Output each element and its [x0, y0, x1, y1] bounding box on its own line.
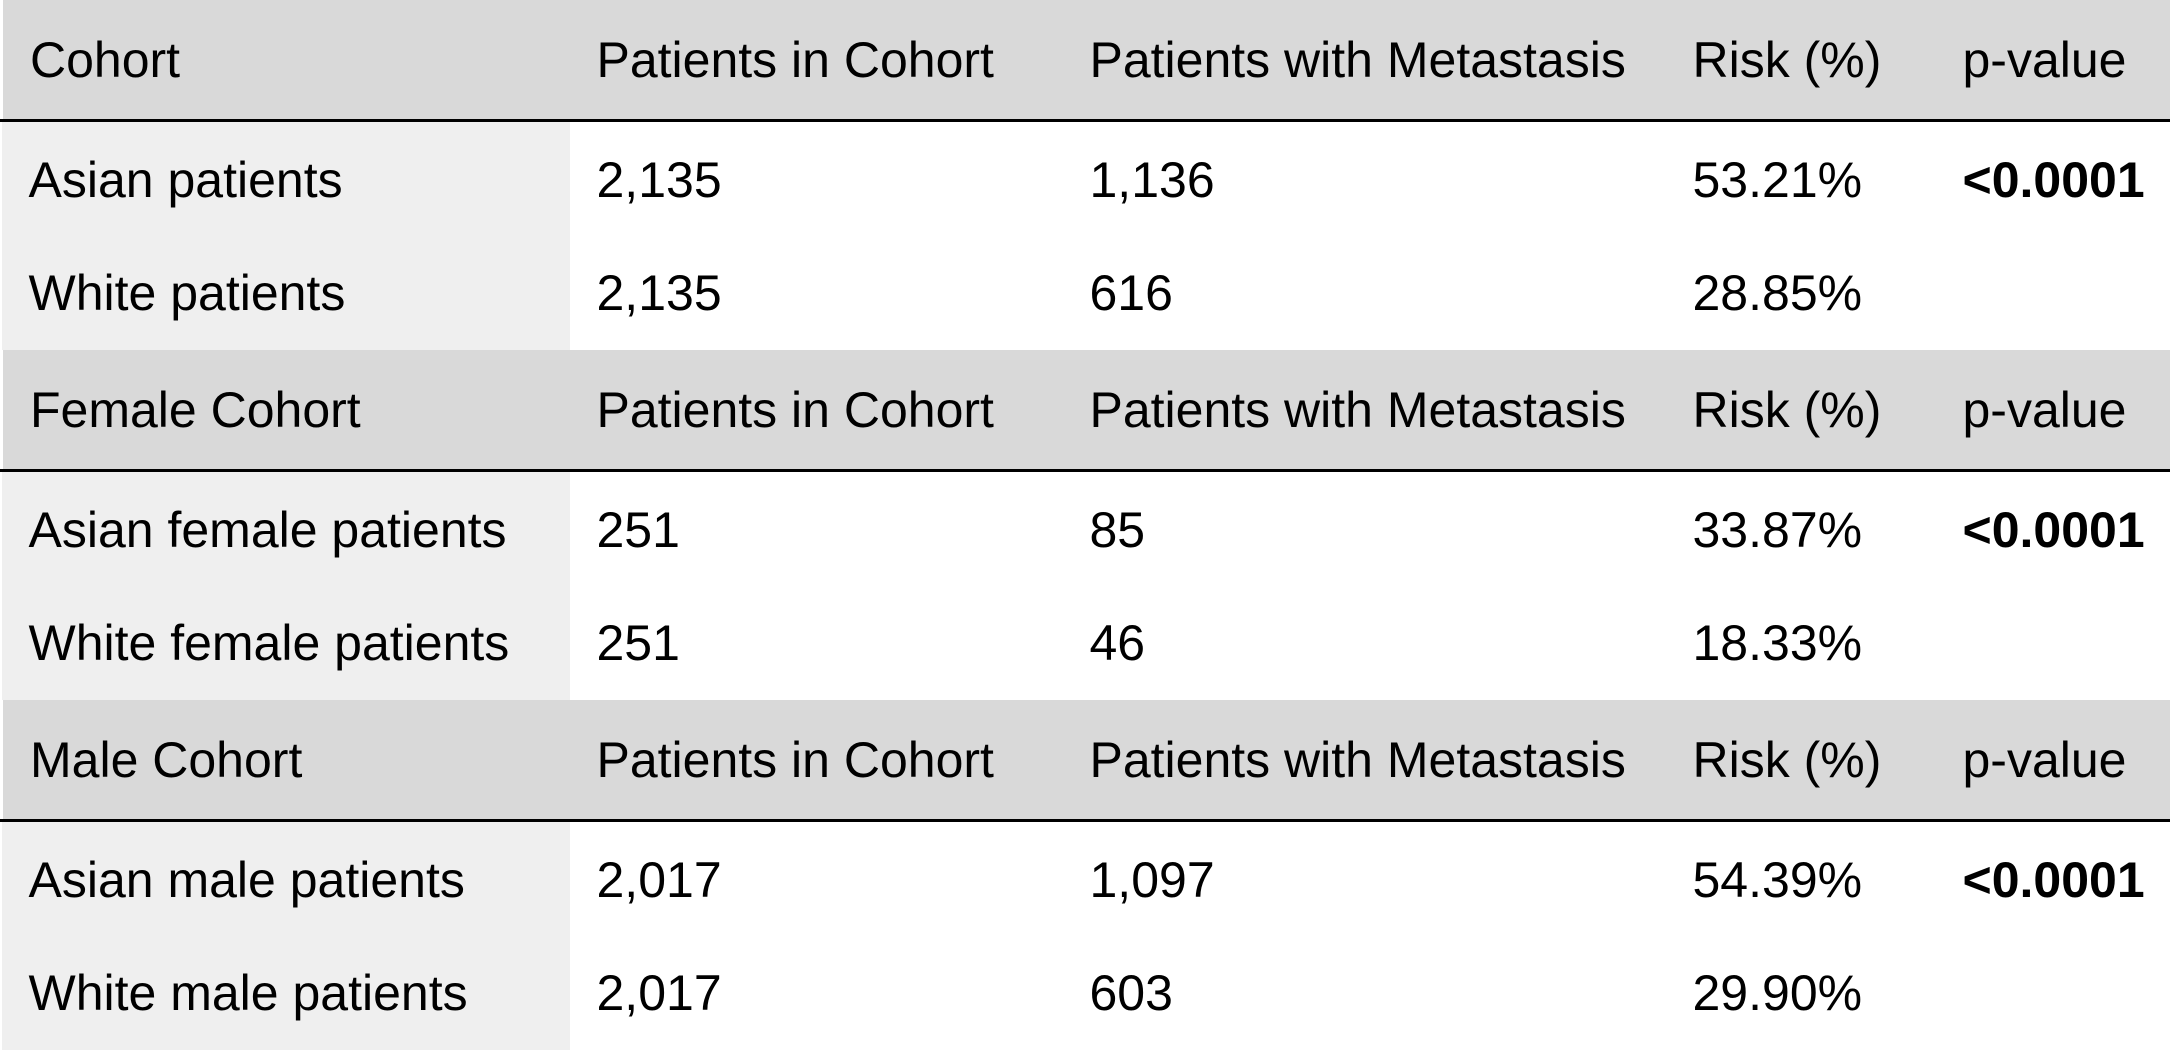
patients-in-cohort-cell: 251 [596, 614, 680, 671]
risk-cell: 53.21% [1692, 152, 1863, 209]
header-patients-in-cohort: Patients in Cohort [569, 350, 1063, 472]
p-value-cell [1936, 235, 2170, 350]
row-label: Asian patients [1, 120, 570, 235]
patients-in-cohort-cell: 2,135 [596, 264, 722, 321]
p-value-cell: <0.0001 [1962, 852, 2145, 909]
patients-with-metastasis-cell: 616 [1089, 264, 1173, 321]
male-cohort-group: Male Cohort Patients in Cohort Patients … [0, 700, 2170, 1050]
row-label: White female patients [1, 585, 570, 700]
p-value-cell: <0.0001 [1962, 502, 2145, 559]
header-cohort: Male Cohort [0, 700, 570, 822]
header-p-value: p-value [1935, 700, 2170, 822]
table-row: White female patients 251 46 18.33% [1, 585, 2170, 700]
risk-cell: 18.33% [1692, 614, 1863, 671]
group-header-row: Cohort Patients in Cohort Patients with … [0, 0, 2170, 122]
cohort-group: Cohort Patients in Cohort Patients with … [0, 0, 2170, 350]
p-value-cell [1936, 585, 2170, 700]
p-value-cell: <0.0001 [1962, 152, 2145, 209]
risk-cell: 54.39% [1692, 852, 1863, 909]
header-cohort: Cohort [0, 0, 570, 122]
group-header-row: Male Cohort Patients in Cohort Patients … [0, 700, 2170, 822]
p-value-cell [1936, 935, 2170, 1050]
table-row: Asian female patients 251 85 33.87% <0.0… [1, 470, 2170, 585]
table-row: White male patients 2,017 603 29.90% [1, 935, 2170, 1050]
table-row: White patients 2,135 616 28.85% [1, 235, 2170, 350]
header-patients-with-metastasis: Patients with Metastasis [1062, 350, 1666, 472]
header-risk: Risk (%) [1665, 700, 1936, 822]
group-header-row: Female Cohort Patients in Cohort Patient… [0, 350, 2170, 472]
row-label: White male patients [1, 935, 570, 1050]
header-cohort: Female Cohort [0, 350, 570, 472]
patients-with-metastasis-cell: 1,097 [1089, 852, 1215, 909]
header-patients-with-metastasis: Patients with Metastasis [1062, 700, 1666, 822]
header-p-value: p-value [1935, 0, 2170, 122]
female-cohort-group: Female Cohort Patients in Cohort Patient… [0, 350, 2170, 700]
patients-in-cohort-cell: 251 [596, 502, 680, 559]
table-row: Asian male patients 2,017 1,097 54.39% <… [1, 820, 2170, 935]
header-patients-in-cohort: Patients in Cohort [569, 0, 1063, 122]
patients-in-cohort-cell: 2,135 [596, 152, 722, 209]
row-label: Asian male patients [1, 820, 570, 935]
header-patients-with-metastasis: Patients with Metastasis [1062, 0, 1666, 122]
patients-with-metastasis-cell: 85 [1089, 502, 1146, 559]
header-risk: Risk (%) [1665, 350, 1936, 472]
patients-with-metastasis-cell: 46 [1089, 614, 1146, 671]
patients-in-cohort-cell: 2,017 [596, 852, 722, 909]
header-p-value: p-value [1935, 350, 2170, 472]
risk-cell: 28.85% [1692, 264, 1863, 321]
patients-with-metastasis-cell: 1,136 [1089, 152, 1215, 209]
risk-cell: 29.90% [1692, 964, 1863, 1021]
header-risk: Risk (%) [1665, 0, 1936, 122]
table-row: Asian patients 2,135 1,136 53.21% <0.000… [1, 120, 2170, 235]
row-label: Asian female patients [1, 470, 570, 585]
risk-cell: 33.87% [1692, 502, 1863, 559]
patients-in-cohort-cell: 2,017 [596, 964, 722, 1021]
header-patients-in-cohort: Patients in Cohort [569, 700, 1063, 822]
patients-with-metastasis-cell: 603 [1089, 964, 1173, 1021]
row-label: White patients [1, 235, 570, 350]
